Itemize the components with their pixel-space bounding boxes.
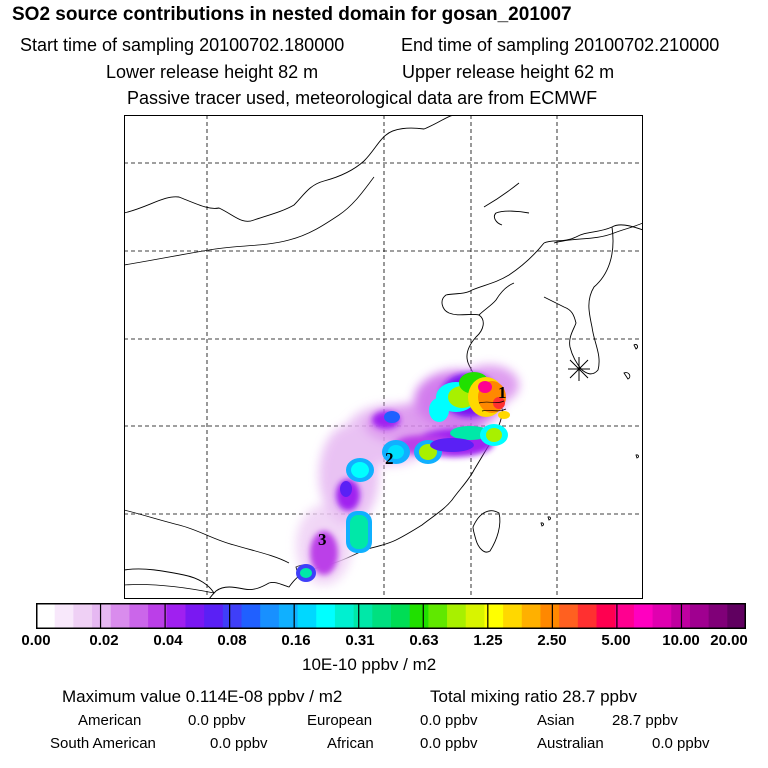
- colorbar-cell: [540, 603, 560, 629]
- receptor-marker: [568, 357, 590, 381]
- colorbar-cell: [54, 603, 74, 629]
- asian-value: 28.7 ppbv: [612, 712, 678, 729]
- lower-release-height: Lower release height 82 m: [106, 62, 319, 82]
- colorbar-tick: 0.08: [217, 632, 247, 649]
- colorbar-tick: 1.25: [473, 632, 503, 649]
- colorbar-cell: [391, 603, 411, 629]
- american-value: 0.0 ppbv: [188, 712, 246, 729]
- source-label-3: 3: [318, 530, 327, 549]
- colorbar-cell: [297, 603, 317, 629]
- colorbar-cell: [260, 603, 280, 629]
- colorbar-cell: [110, 603, 131, 629]
- colorbar-cell: [428, 603, 448, 629]
- source-label-2: 2: [385, 449, 394, 468]
- colorbar-cell: [689, 603, 710, 629]
- source-label-1: 1: [498, 383, 507, 402]
- european-value: 0.0 ppbv: [420, 712, 478, 729]
- australian-value: 0.0 ppbv: [652, 735, 710, 752]
- colorbar-tick: 10.00: [662, 632, 700, 649]
- colorbar-cell: [633, 603, 654, 629]
- colorbar-tick: 0.63: [409, 632, 439, 649]
- colorbar-tick: 0.04: [153, 632, 183, 649]
- colorbar-cell: [372, 603, 392, 629]
- colorbar-cell: [241, 603, 261, 629]
- colorbar-cell: [577, 603, 598, 629]
- colorbar-cell: [615, 603, 635, 629]
- asian-label: Asian: [537, 712, 575, 729]
- colorbar-tick: 20.00: [710, 632, 748, 649]
- colorbar-cell: [353, 603, 373, 629]
- map-frame: [124, 115, 643, 599]
- concentration-plume: [296, 365, 519, 585]
- end-time: End time of sampling 20100702.210000: [401, 35, 720, 55]
- colorbar-cells: [36, 603, 746, 629]
- colorbar-tick: 0.16: [281, 632, 311, 649]
- colorbar-cell: [185, 603, 205, 629]
- colorbar-cell: [559, 603, 579, 629]
- source-labels: 1 2 3: [318, 383, 507, 549]
- colorbar-cell: [73, 603, 93, 629]
- colorbar-cell: [148, 603, 168, 629]
- european-label: European: [307, 712, 373, 729]
- colorbar-cell: [316, 603, 336, 629]
- colorbar-cell: [222, 603, 243, 629]
- african-value: 0.0 ppbv: [420, 735, 478, 752]
- colorbar-tick: 0.02: [89, 632, 119, 649]
- maximum-value: Maximum value 0.114E-08 ppbv / m2: [62, 687, 343, 706]
- colorbar-cell: [503, 603, 523, 629]
- colorbar-cell: [409, 603, 429, 629]
- australian-label: Australian: [537, 735, 604, 752]
- colorbar-cell: [447, 603, 467, 629]
- colorbar-cell: [521, 603, 542, 629]
- chart-title: SO2 source contributions in nested domai…: [12, 4, 572, 25]
- south-american-value: 0.0 ppbv: [210, 735, 268, 752]
- colorbar-cell: [129, 603, 149, 629]
- american-label: American: [78, 712, 142, 729]
- colorbar-cell: [166, 603, 187, 629]
- colorbar-cell: [727, 603, 746, 629]
- colorbar: [36, 603, 746, 629]
- colorbar-cell: [334, 603, 355, 629]
- colorbar-cell: [484, 603, 504, 629]
- colorbar-cell: [708, 603, 728, 629]
- colorbar-tick: 2.50: [537, 632, 567, 649]
- total-mixing-ratio: Total mixing ratio 28.7 ppbv: [430, 687, 637, 706]
- colorbar-separators: [99, 603, 683, 629]
- colorbar-tick: 5.00: [601, 632, 631, 649]
- map-panel: 1 2 3: [124, 115, 643, 599]
- colorbar-cell: [204, 603, 224, 629]
- colorbar-cell: [92, 603, 112, 629]
- model-note: Passive tracer used, meteorological data…: [127, 88, 598, 108]
- colorbar-cell: [652, 603, 672, 629]
- colorbar-cell: [36, 603, 56, 629]
- colorbar-tick: 0.31: [345, 632, 375, 649]
- colorbar-units: 10E-10 ppbv / m2: [302, 655, 437, 674]
- african-label: African: [327, 735, 374, 752]
- south-american-label: South American: [50, 735, 156, 752]
- borders: [124, 176, 643, 594]
- gridlines: [124, 115, 643, 599]
- colorbar-tick: 0.00: [21, 632, 51, 649]
- colorbar-cell: [596, 603, 616, 629]
- colorbar-cell: [278, 603, 299, 629]
- colorbar-cell: [465, 603, 486, 629]
- start-time: Start time of sampling 20100702.180000: [20, 35, 345, 55]
- upper-release-height: Upper release height 62 m: [402, 62, 615, 82]
